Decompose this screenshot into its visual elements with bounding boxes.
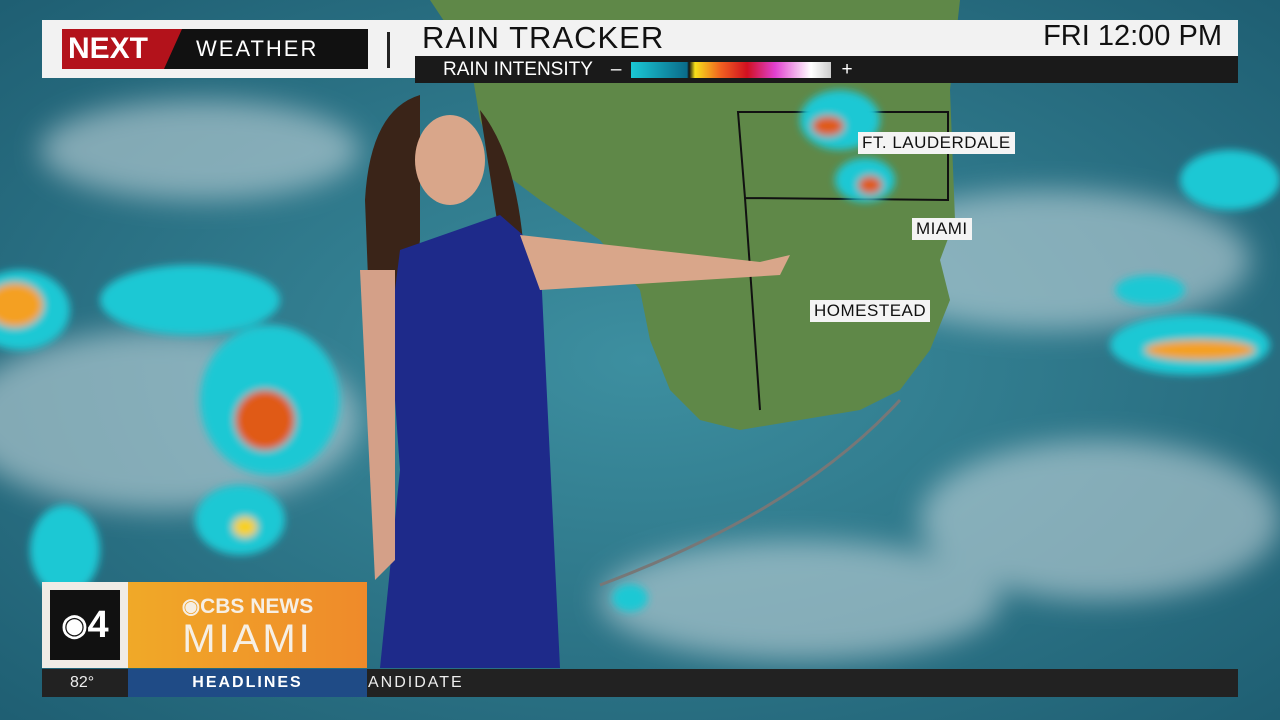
network-name: CBS NEWS — [200, 595, 314, 618]
city-label-homestead: HOMESTEAD — [810, 300, 931, 322]
next-weather-logo: NEXT WEATHER — [62, 29, 368, 69]
current-temperature: 82° — [70, 674, 95, 691]
station-city: MIAMI — [182, 617, 313, 661]
city-label-miami: MIAMI — [912, 218, 972, 240]
rain-cells — [0, 90, 1280, 612]
page-title: RAIN TRACKER — [422, 20, 665, 55]
legend-color-scale — [631, 61, 832, 78]
presenter — [360, 95, 790, 668]
divider — [387, 32, 390, 68]
cbs-eye-icon: ◉ — [181, 595, 201, 618]
forecast-time: FRI 12:00 PM — [1043, 20, 1222, 52]
logo-weather: WEATHER — [196, 36, 319, 61]
station-bug: ◉ 4 ◉CBS NEWS MIAMI — [42, 582, 367, 668]
legend-minus: – — [610, 58, 622, 80]
city-label-ft-lauderdale: FT. LAUDERDALE — [858, 132, 1015, 154]
ticker-crawl-text: ANDIDATE — [368, 674, 464, 691]
channel-number: 4 — [87, 603, 109, 646]
rain-intensity-legend: RAIN INTENSITY – + — [415, 56, 1238, 83]
legend-label: RAIN INTENSITY — [443, 58, 593, 80]
ticker-section: HEADLINES — [128, 669, 367, 697]
cbs-news-miami-logo: ◉CBS NEWS MIAMI — [128, 582, 367, 668]
logo-next: NEXT — [62, 29, 182, 69]
cbs4-logo: ◉ 4 — [50, 590, 120, 660]
legend-plus: + — [841, 58, 853, 80]
news-ticker: 82° HEADLINES ANDIDATE — [42, 669, 1238, 697]
